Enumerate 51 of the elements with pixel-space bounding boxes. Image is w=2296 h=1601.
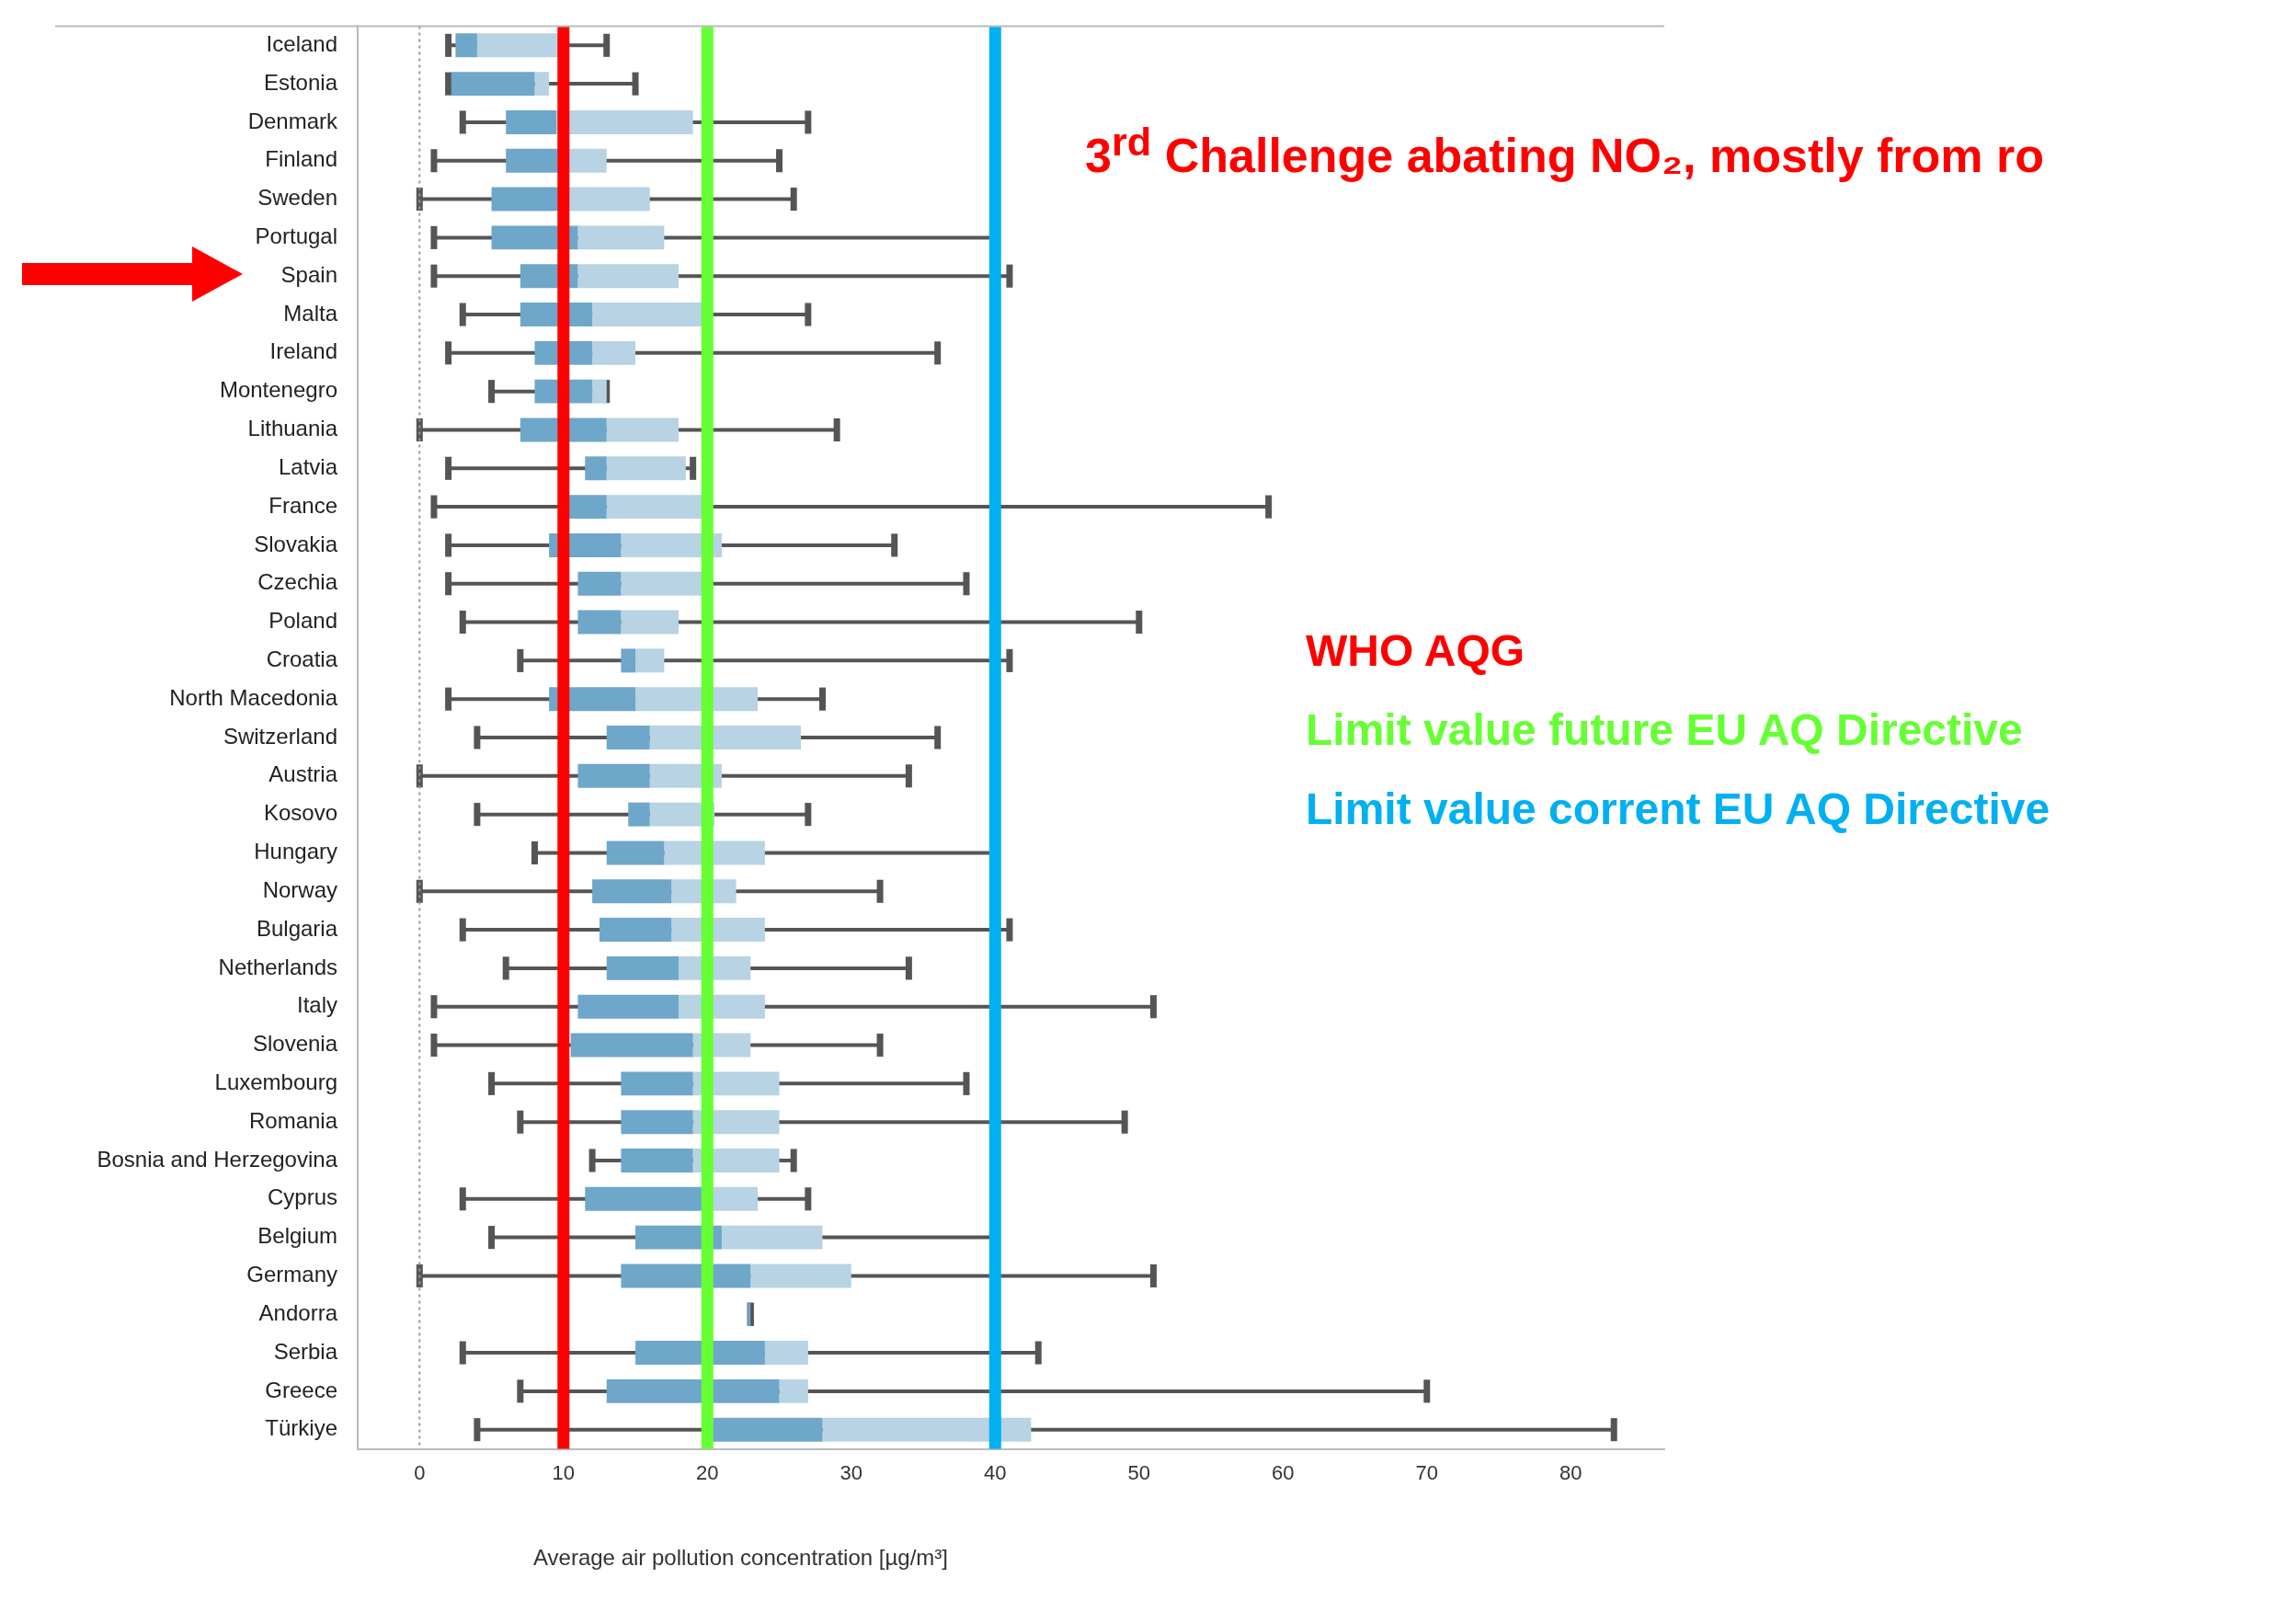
x-tick-label: 30 <box>840 1460 863 1484</box>
y-tick-label: Norway <box>262 876 337 902</box>
y-tick-label: Estonia <box>263 69 338 95</box>
y-tick-label: Finland <box>265 146 337 172</box>
y-tick-label: Bosnia and Herzegovina <box>97 1146 338 1172</box>
x-tick-label: 70 <box>1415 1460 1439 1484</box>
y-tick-label: France <box>268 492 337 518</box>
ref-line-label: WHO AQG <box>1306 625 1526 677</box>
x-tick-label: 50 <box>1127 1460 1151 1484</box>
ref-line-label: Limit value corrent EU AQ Directive <box>1306 783 2050 835</box>
y-tick-label: Netherlands <box>218 954 337 979</box>
y-tick-label: Czechia <box>257 569 338 595</box>
x-tick-label: 40 <box>984 1460 1007 1484</box>
y-tick-label: Hungary <box>254 839 337 864</box>
y-tick-label: Andorra <box>258 1299 338 1325</box>
y-tick-label: Denmark <box>247 108 338 133</box>
y-tick-label: Bulgaria <box>256 915 338 941</box>
y-tick-label: Montenegro <box>219 377 337 403</box>
x-axis-title: Average air pollution concentration [µg/m³] <box>533 1545 948 1571</box>
y-tick-label: Malta <box>283 300 338 326</box>
y-tick-label: Cyprus <box>267 1184 337 1210</box>
y-tick-label: Türkiye <box>265 1415 337 1441</box>
text: 3$^{rd}$ Challenge abating NO₂, mostly from ro <box>1085 120 2045 184</box>
x-tick-label: 60 <box>1272 1460 1295 1484</box>
y-tick-label: Italy <box>296 992 337 1018</box>
y-tick-label: Luxembourg <box>214 1069 337 1094</box>
y-tick-label: Spain <box>280 261 337 287</box>
y-tick-label: Kosovo <box>263 800 337 826</box>
y-tick-label: Portugal <box>255 223 337 249</box>
y-tick-label: Romania <box>248 1107 338 1133</box>
y-tick-label: Sweden <box>257 185 337 211</box>
y-tick-label: North Macedonia <box>169 684 338 710</box>
x-tick-label: 10 <box>552 1460 576 1484</box>
y-tick-label: Ireland <box>269 338 337 364</box>
y-tick-label: Slovakia <box>254 531 338 556</box>
y-tick-label: Austria <box>268 761 338 787</box>
y-tick-label: Iceland <box>266 30 337 56</box>
y-tick-label: Lithuania <box>247 416 338 441</box>
y-tick-label: Belgium <box>257 1223 337 1249</box>
y-tick-label: Croatia <box>266 646 338 671</box>
ref-line-label: Limit value future EU AQ Directive <box>1306 704 2024 756</box>
y-tick-label: Serbia <box>273 1338 338 1364</box>
x-tick-label: 0 <box>414 1460 426 1484</box>
y-tick-label: Poland <box>268 608 337 634</box>
y-tick-label: Greece <box>265 1377 337 1402</box>
y-tick-label: Switzerland <box>223 723 337 749</box>
y-tick-label: Slovenia <box>252 1031 338 1057</box>
x-tick-label: 80 <box>1559 1460 1582 1484</box>
y-tick-label: Latvia <box>278 453 338 479</box>
x-tick-label: 20 <box>696 1460 719 1484</box>
y-tick-label: Germany <box>246 1262 337 1287</box>
